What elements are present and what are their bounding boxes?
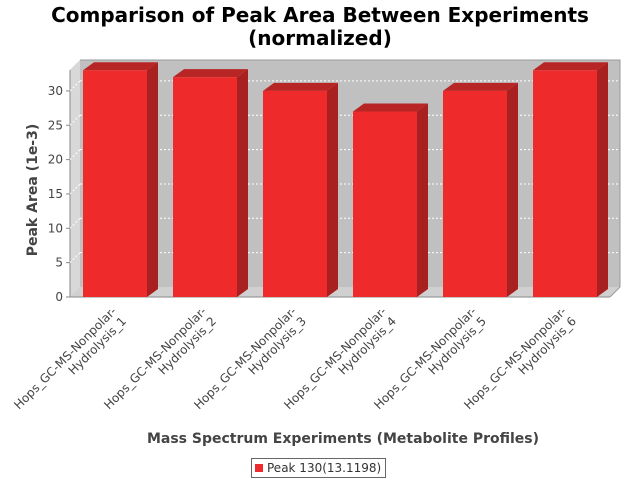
bar-top — [83, 62, 158, 71]
bar-side — [147, 62, 158, 297]
chart-title-line-1: Comparison of Peak Area Between Experime… — [51, 3, 589, 27]
bar-top — [263, 82, 338, 91]
legend: Peak 130(13.1198) — [251, 458, 387, 478]
bar-top — [443, 82, 518, 91]
bar-side — [237, 69, 248, 297]
bar-top — [173, 69, 248, 78]
bar — [353, 111, 417, 298]
plot-back-frame — [80, 59, 621, 287]
x-axis-label: Mass Spectrum Experiments (Metabolite Pr… — [146, 431, 540, 447]
bar — [173, 77, 237, 297]
bar-side — [417, 103, 428, 298]
y-tick-label: 30 — [48, 84, 63, 98]
bar-top — [353, 103, 428, 112]
y-tick-label: 15 — [48, 187, 63, 201]
y-tick-label: 0 — [55, 290, 63, 304]
bar-side — [327, 82, 338, 297]
legend-label: Peak 130(13.1198) — [267, 461, 382, 475]
bar — [533, 70, 597, 297]
y-tick-label: 10 — [48, 221, 63, 235]
y-tick-label: 20 — [48, 153, 63, 167]
x-tick-label-line: Hops_GC-MS-Nonpolar- — [11, 304, 119, 412]
bar — [263, 90, 327, 297]
bar-side — [507, 82, 518, 297]
bar — [83, 70, 147, 297]
bar-side — [597, 62, 608, 297]
y-tick-label: 5 — [55, 256, 63, 270]
y-axis-label: Peak Area (1e-3) — [25, 123, 41, 257]
bar — [443, 90, 507, 297]
chart-title-line-2: (normalized) — [248, 26, 392, 50]
legend-swatch — [255, 464, 263, 472]
y-tick-label: 25 — [48, 118, 63, 132]
bar-top — [533, 62, 608, 71]
plot-left-wall — [70, 60, 80, 297]
plot-floor-edge — [609, 286, 621, 298]
